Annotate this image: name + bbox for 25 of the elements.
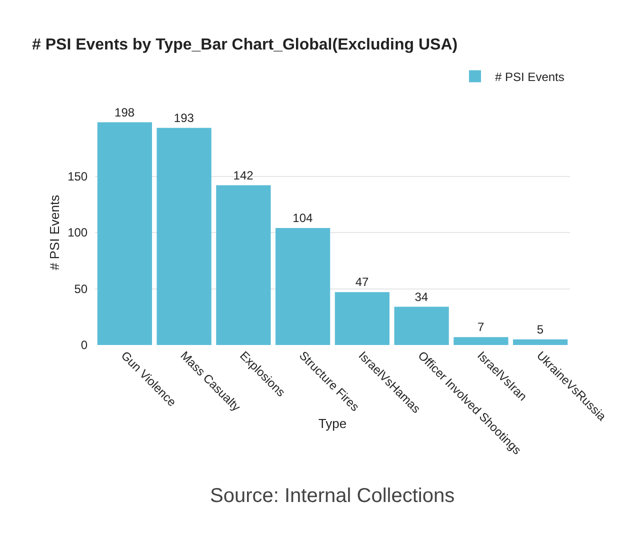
data-label: 7 (477, 320, 484, 334)
data-label: 193 (174, 110, 194, 125)
data-label: 47 (355, 275, 370, 290)
bar (216, 185, 271, 345)
y-axis-title: # PSI Events (47, 194, 62, 270)
bar (394, 306, 449, 345)
y-tick-label: 0 (80, 338, 88, 352)
bar (156, 128, 212, 345)
legend-label: # PSI Events (495, 70, 564, 84)
bar (97, 122, 152, 345)
bar (276, 228, 330, 345)
bar (454, 337, 508, 345)
data-label: 34 (414, 290, 428, 304)
x-axis-title: Type (318, 416, 347, 432)
source-note: Source: Internal Collections (210, 485, 455, 507)
data-label: 104 (292, 211, 313, 225)
bar (334, 292, 390, 345)
bar (513, 339, 568, 345)
y-tick-label: 50 (74, 282, 88, 296)
data-label: 142 (233, 168, 254, 182)
data-label: 198 (114, 105, 135, 120)
y-tick-label: 100 (68, 226, 88, 240)
y-tick-label: 150 (68, 169, 88, 184)
data-label: 5 (536, 322, 544, 336)
chart-title: # PSI Events by Type_Bar Chart_Global(Excluding USA) (32, 36, 458, 54)
